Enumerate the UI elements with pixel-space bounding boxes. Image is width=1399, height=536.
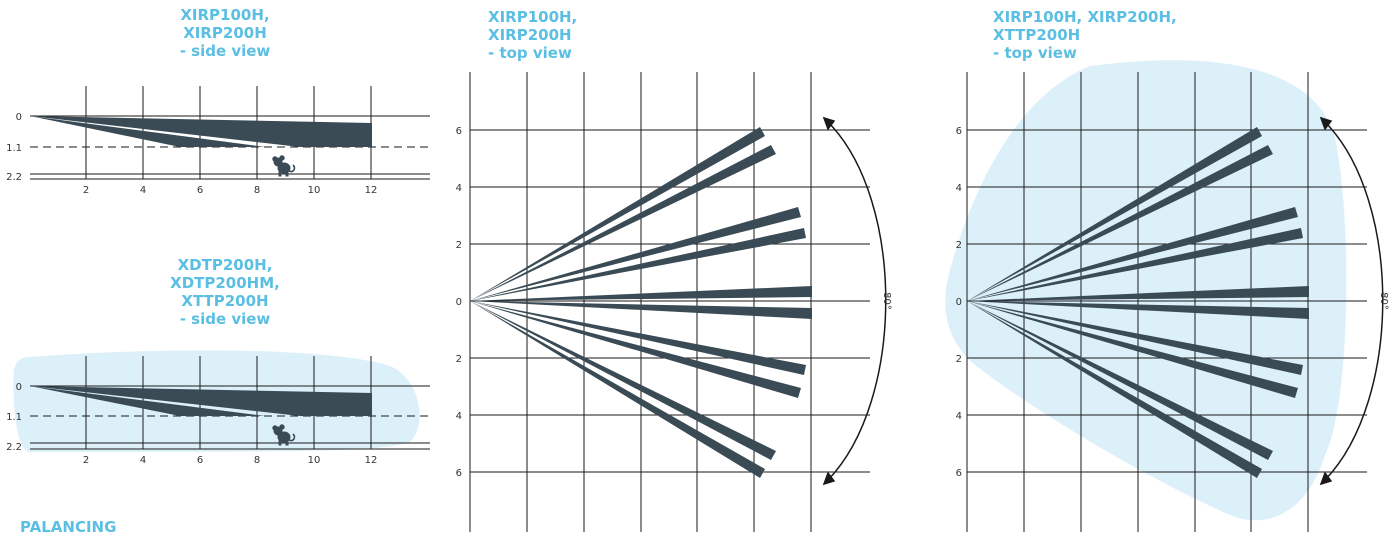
top-view-beams xyxy=(470,127,812,478)
beam xyxy=(967,127,1262,301)
side-view-chart-dual-tech: 0 1.1 2.2 2 4 6 8 10 12 xyxy=(6,350,430,466)
beam xyxy=(470,145,776,301)
side-view-x-ticks: 2 4 6 8 10 12 xyxy=(83,455,378,466)
angle-label: 80° xyxy=(881,292,892,310)
x-tick-label: 8 xyxy=(254,185,260,196)
side-view-title-pir: XIRP100H, XIRP200H - side view xyxy=(179,6,271,60)
side-view-y-ticks: 0 1.1 2.2 xyxy=(6,112,22,183)
side-view-beams xyxy=(30,386,372,416)
y-tick-label: 1.1 xyxy=(6,143,22,154)
y-tick-label: 6 xyxy=(456,468,462,479)
angle-arc xyxy=(1319,116,1384,486)
y-tick-label: 0 xyxy=(16,382,22,393)
top-view-beams xyxy=(967,127,1309,478)
y-tick-label: 0 xyxy=(456,297,462,308)
beam xyxy=(967,301,1262,478)
microwave-detection-zone xyxy=(945,60,1347,521)
y-tick-label: 2.2 xyxy=(6,172,22,183)
beam xyxy=(967,301,1273,460)
y-tick-label: 6 xyxy=(956,468,962,479)
y-tick-label: 4 xyxy=(956,183,962,194)
top-view-grid xyxy=(469,72,870,532)
y-tick-label: 1.1 xyxy=(6,412,22,423)
beam-far xyxy=(30,386,372,416)
angle-arc xyxy=(822,116,887,486)
beam xyxy=(470,301,776,460)
x-tick-label: 6 xyxy=(197,185,203,196)
beam xyxy=(470,301,812,319)
top-view-title-pir: XIRP100H, XIRP200H - top view xyxy=(488,8,578,62)
y-tick-label: 0 xyxy=(16,112,22,123)
x-tick-label: 2 xyxy=(83,185,89,196)
top-view-y-ticks: 6 4 2 0 2 4 6 xyxy=(456,126,462,479)
y-tick-label: 2 xyxy=(456,354,462,365)
x-tick-label: 4 xyxy=(140,185,146,196)
side-view-beams xyxy=(30,116,372,147)
y-tick-label: 2 xyxy=(956,240,962,251)
beam xyxy=(967,145,1273,301)
x-tick-label: 10 xyxy=(308,455,321,466)
x-tick-label: 4 xyxy=(140,455,146,466)
y-tick-label: 0 xyxy=(956,297,962,308)
x-tick-label: 12 xyxy=(365,455,378,466)
beam xyxy=(470,301,765,478)
top-view-chart-all: 6 4 2 0 2 4 6 80° xyxy=(945,60,1389,532)
top-view-chart-pir: 6 4 2 0 2 4 6 80° xyxy=(456,72,892,532)
x-tick-label: 12 xyxy=(365,185,378,196)
x-tick-label: 2 xyxy=(83,455,89,466)
beam xyxy=(967,301,1298,398)
y-tick-label: 2.2 xyxy=(6,442,22,453)
beam xyxy=(967,207,1298,301)
beam xyxy=(470,207,801,301)
beam xyxy=(967,228,1303,301)
y-tick-label: 4 xyxy=(456,183,462,194)
beam-far xyxy=(30,116,372,147)
y-tick-label: 4 xyxy=(456,411,462,422)
y-tick-label: 2 xyxy=(956,354,962,365)
x-tick-label: 10 xyxy=(308,185,321,196)
side-view-x-ticks: 2 4 6 8 10 12 xyxy=(83,185,378,196)
y-tick-label: 2 xyxy=(456,240,462,251)
y-tick-label: 6 xyxy=(956,126,962,137)
beam xyxy=(967,286,1309,301)
beam xyxy=(470,301,806,375)
beam xyxy=(470,127,765,301)
y-tick-label: 6 xyxy=(456,126,462,137)
y-tick-label: 4 xyxy=(956,411,962,422)
side-view-title-dual-tech: XDTP200H, XDTP200HM, XTTP200H - side vie… xyxy=(170,256,280,328)
beam xyxy=(470,228,806,301)
x-tick-label: 6 xyxy=(197,455,203,466)
top-view-title-all: XIRP100H, XIRP200H, XTTP200H - top view xyxy=(993,8,1177,62)
beam-near xyxy=(30,386,265,416)
top-view-y-ticks: 6 4 2 0 2 4 6 xyxy=(956,126,962,479)
beam xyxy=(470,301,801,398)
side-view-y-ticks: 0 1.1 2.2 xyxy=(6,382,22,453)
beam-near xyxy=(30,116,265,147)
beam xyxy=(967,301,1303,375)
x-tick-label: 8 xyxy=(254,455,260,466)
angle-label: 80° xyxy=(1378,292,1389,310)
mouse-icon xyxy=(271,155,296,177)
beam xyxy=(470,286,812,301)
side-view-chart-pir: 0 1.1 2.2 2 4 6 8 10 12 xyxy=(6,86,430,196)
beam xyxy=(967,301,1309,319)
